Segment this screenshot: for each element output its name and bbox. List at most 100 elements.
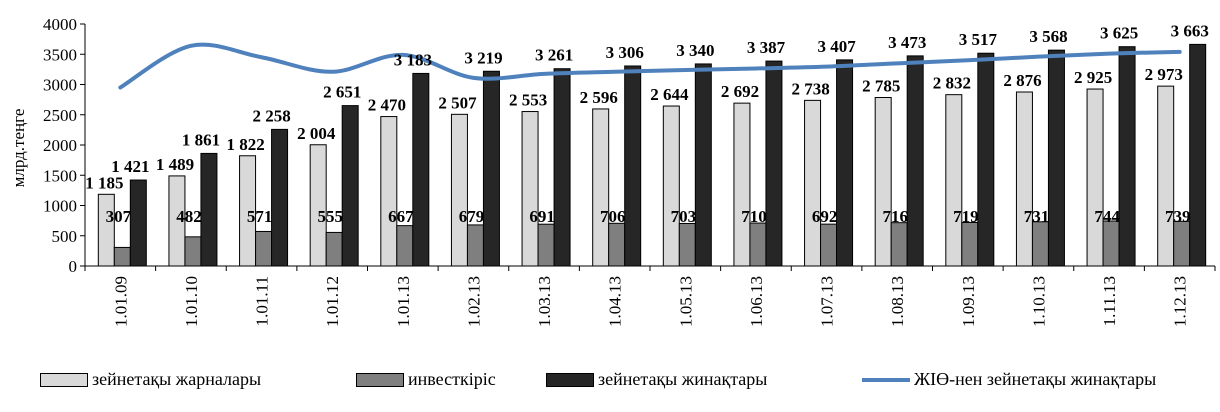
bar (553, 68, 571, 267)
x-tick-label: 1.08.13 (888, 276, 907, 327)
legend-item-savings: зейнетақы жинақтары (546, 369, 767, 390)
y-tick-label: 4000 (43, 15, 77, 34)
data-label: 691 (529, 207, 555, 226)
bar (836, 59, 854, 267)
bar (412, 72, 430, 267)
x-tick-label: 1.03.13 (535, 276, 554, 327)
bar (184, 236, 202, 267)
data-label: 2 876 (1003, 71, 1041, 90)
data-label: 2 651 (323, 83, 361, 102)
y-tick-label: 500 (52, 227, 78, 246)
data-label: 3 663 (1171, 21, 1209, 40)
data-label: 2 258 (252, 106, 290, 125)
data-label: 2 507 (438, 93, 477, 112)
bar (765, 60, 783, 267)
line-series (118, 42, 1182, 90)
legend: зейнетақы жарналары инвесткіріс зейнетақ… (0, 369, 1220, 399)
bar (662, 105, 680, 267)
legend-label: ЖІӨ-нен зейнетақы жинақтары (914, 369, 1157, 389)
data-label: 1 421 (111, 157, 149, 176)
data-label: 2 973 (1145, 65, 1183, 84)
data-label: 555 (317, 207, 343, 226)
bar (749, 222, 767, 267)
data-label: 571 (247, 207, 273, 226)
bar (1031, 221, 1049, 267)
data-label: 692 (812, 207, 838, 226)
data-label: 2 832 (933, 74, 971, 93)
data-label: 1 822 (226, 135, 264, 154)
x-tick-label: 1.07.13 (818, 276, 837, 327)
data-label: 3 183 (394, 50, 432, 69)
data-label: 2 644 (650, 85, 689, 104)
bar (466, 224, 484, 267)
data-labels: 1 185 1 489 1 822 2 004 2 470 2 507 2 553 2 596… (85, 21, 1209, 226)
bar (804, 99, 822, 267)
data-label: 1 185 (85, 173, 123, 192)
bar (678, 222, 696, 267)
bar (906, 55, 924, 267)
data-label: 3 625 (1100, 24, 1138, 43)
data-label: 2 470 (368, 96, 406, 115)
bar (341, 105, 359, 267)
data-label: 710 (741, 207, 767, 226)
bar (1047, 49, 1065, 267)
data-label: 706 (600, 207, 626, 226)
x-tick-label: 1.01.10 (182, 276, 201, 327)
data-label: 2 553 (509, 91, 547, 110)
bar (200, 152, 218, 267)
bar (1118, 46, 1136, 267)
bar (1015, 91, 1033, 267)
data-label: 703 (671, 207, 697, 226)
data-label: 739 (1165, 207, 1191, 226)
data-label: 744 (1094, 207, 1120, 226)
y-tick-label: 1000 (43, 197, 77, 216)
bar (271, 128, 289, 267)
bar (624, 65, 642, 267)
bar (890, 222, 908, 267)
bar (325, 231, 343, 267)
x-tick-label: 1.12.13 (1171, 276, 1190, 327)
data-label: 731 (1024, 207, 1050, 226)
bar (1086, 88, 1104, 267)
y-tick-label: 0 (69, 257, 78, 276)
bar (482, 70, 500, 267)
data-label: 1 489 (156, 155, 194, 174)
data-label: 2 004 (297, 124, 336, 143)
bar (961, 222, 979, 267)
legend-label: зейнетақы жинақтары (598, 369, 768, 389)
data-label: 3 219 (464, 48, 502, 67)
legend-item-investment-income: инвесткіріс (356, 369, 496, 390)
data-label: 716 (882, 207, 908, 226)
bar (733, 102, 751, 267)
bar (820, 223, 838, 267)
x-tick-label: 1.05.13 (676, 276, 695, 327)
x-tick-label: 1.04.13 (606, 276, 625, 327)
data-label: 307 (106, 207, 132, 226)
bar (113, 246, 131, 267)
legend-swatch (546, 372, 594, 387)
x-tick-label: 1.01.13 (394, 276, 413, 327)
x-tick-label: 1.10.13 (1029, 276, 1048, 327)
data-label: 2 596 (580, 88, 618, 107)
data-label: 3 387 (747, 38, 786, 57)
bar (380, 116, 398, 267)
data-label: 2 925 (1074, 68, 1112, 87)
data-label: 679 (459, 207, 485, 226)
data-label: 3 261 (535, 46, 573, 65)
bar (1173, 220, 1191, 267)
bar (168, 175, 186, 267)
y-tick-label: 2500 (43, 106, 77, 125)
legend-label: зейнетақы жарналары (92, 369, 262, 389)
bar (129, 179, 147, 267)
bar (1157, 85, 1175, 267)
line-path (118, 42, 1182, 90)
x-tick-label: 1.06.13 (747, 276, 766, 327)
legend-swatch (356, 372, 404, 387)
data-label: 3 568 (1029, 27, 1067, 46)
bar (592, 108, 610, 267)
legend-label: инвесткіріс (408, 369, 496, 389)
data-label: 3 340 (676, 41, 714, 60)
legend-item-gdp-line: ЖІӨ-нен зейнетақы жинақтары (862, 369, 1156, 390)
legend-swatch (40, 372, 88, 387)
x-tick-label: 1.02.13 (464, 276, 483, 327)
